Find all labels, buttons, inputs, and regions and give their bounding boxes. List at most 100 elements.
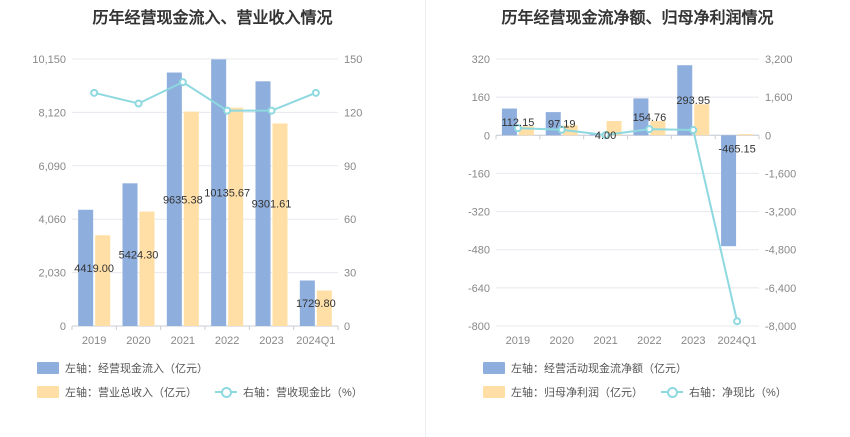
chart-plot: -800 -640 -480 -320 -160 0 160 320 -8,000 -6,400 -… [468, 54, 796, 347]
x-tick-label: 2022 [215, 335, 239, 347]
x-tick-label: 2021 [593, 335, 617, 347]
ratio-point [134, 99, 143, 108]
data-label: 4.00 [595, 130, 616, 142]
y-left-tick-label: 2,030 [38, 268, 66, 280]
bar-secondary [95, 235, 111, 326]
y-right-tick-label: 0 [344, 321, 350, 333]
legend-item-cash-inflow[interactable]: 左轴：经营现金流入（亿元） [37, 360, 208, 376]
ratio-point [90, 88, 99, 97]
data-label: 1729.80 [296, 298, 336, 310]
legend-line-icon [215, 386, 237, 398]
x-tick-label: 2020 [126, 335, 150, 347]
y-right-tick-label: 90 [344, 161, 356, 173]
x-tick-label: 2023 [259, 335, 283, 347]
data-label: 293.95 [676, 95, 710, 107]
legend-label: 右轴：营收现金比（%） [243, 387, 363, 399]
bar-primary [211, 59, 227, 327]
bar-secondary [139, 211, 155, 326]
legend-item-cash-ratio[interactable]: 右轴：净现比（%） [661, 384, 787, 400]
y-right-tick-label: 60 [344, 214, 356, 226]
data-label: 112.15 [502, 117, 535, 129]
legend-label: 左轴：营业总收入（亿元） [65, 387, 197, 399]
y-right-tick-label: 30 [344, 268, 356, 280]
ratio-point [178, 78, 187, 87]
y-left-tick-label: -480 [468, 245, 490, 257]
x-tick-label: 2021 [171, 335, 195, 347]
x-tick-label: 2019 [82, 335, 106, 347]
data-label: 4419.00 [74, 263, 114, 275]
ratio-point [557, 125, 566, 134]
bar-primary [721, 135, 737, 247]
y-right-tick-label: -1,600 [765, 168, 796, 180]
legend-label: 左轴：经营活动现金流净额（亿元） [511, 363, 687, 375]
bar-primary [633, 98, 649, 136]
bar-secondary [738, 134, 754, 136]
legend-item-net-profit[interactable]: 左轴：归母净利润（亿元） [483, 384, 643, 400]
legend-label: 右轴：净现比（%） [689, 387, 787, 399]
legend-swatch [483, 362, 505, 374]
bar-secondary [183, 111, 199, 326]
bar-secondary [228, 107, 244, 326]
y-right-tick-label: -6,400 [765, 283, 796, 295]
ratio-line [517, 127, 739, 322]
ratio-point [513, 124, 522, 133]
y-right-tick-label: 120 [344, 107, 362, 119]
y-left-tick-label: 0 [60, 321, 66, 333]
bar-primary [677, 65, 693, 136]
y-right-tick-label: 0 [765, 130, 771, 142]
y-left-tick-label: 160 [472, 92, 490, 104]
bar-primary [122, 183, 138, 326]
data-label: 9301.61 [252, 199, 292, 211]
bar-secondary [694, 104, 710, 136]
y-left-tick-label: 10,150 [32, 54, 66, 66]
data-label: 10135.67 [204, 188, 250, 200]
y-left-tick-label: -160 [468, 168, 490, 180]
x-tick-label: 2023 [681, 335, 705, 347]
bar-primary [78, 209, 94, 326]
x-tick-label: 2020 [550, 335, 574, 347]
y-left-tick-label: -800 [468, 321, 490, 333]
ratio-point [223, 106, 232, 115]
ratio-point [689, 126, 698, 135]
panel-divider [425, 0, 426, 437]
x-tick-label: 2019 [506, 335, 530, 347]
data-label: 97.19 [548, 119, 576, 131]
data-label: 154.76 [633, 112, 667, 124]
y-right-tick-label: 1,600 [765, 92, 793, 104]
y-left-tick-label: 6,090 [38, 161, 66, 173]
legend-item-net-cashflow[interactable]: 左轴：经营活动现金流净额（亿元） [483, 360, 687, 376]
net-cashflow-profit-chart: 历年经营现金流净额、归母净利润情况 -800 -640 -480 -320 -160 0 1… [425, 0, 850, 437]
y-left-tick-label: -320 [468, 207, 490, 219]
bar-primary [166, 72, 182, 326]
y-left-tick-label: 8,120 [38, 107, 66, 119]
ratio-point [645, 125, 654, 134]
legend-label: 左轴：归母净利润（亿元） [511, 387, 643, 399]
y-left-tick-label: 320 [472, 54, 490, 66]
y-right-tick-label: -8,000 [765, 321, 796, 333]
legend-item-ratio[interactable]: 右轴：营收现金比（%） [215, 384, 363, 400]
bar-secondary [650, 120, 666, 136]
chart-plot: 0 2,030 4,060 6,090 8,120 10,150 0 30 60 90 120 150… [32, 54, 362, 347]
legend-item-revenue[interactable]: 左轴：营业总收入（亿元） [37, 384, 197, 400]
ratio-point [267, 106, 276, 115]
y-left-tick-label: 4,060 [38, 214, 66, 226]
legend-line-icon [661, 386, 683, 398]
y-right-tick-label: -3,200 [765, 207, 796, 219]
chart-title: 历年经营现金流净额、归母净利润情况 [501, 10, 774, 27]
x-tick-label: 2024Q1 [718, 335, 757, 347]
bar-secondary [518, 126, 534, 136]
bar-primary [299, 280, 315, 326]
bar-secondary [316, 290, 332, 326]
data-label: 5424.30 [119, 250, 159, 262]
bar-secondary [606, 120, 622, 136]
bar-primary [501, 108, 517, 136]
chart-title: 历年经营现金流入、营业收入情况 [92, 10, 333, 27]
y-right-tick-label: 3,200 [765, 54, 793, 66]
x-tick-label: 2024Q1 [296, 335, 335, 347]
y-left-tick-label: -640 [468, 283, 490, 295]
ratio-point [733, 317, 742, 326]
legend-swatch [483, 386, 505, 398]
data-label: -465.15 [718, 144, 755, 156]
bar-secondary [272, 123, 288, 326]
ratio-point [601, 131, 610, 140]
